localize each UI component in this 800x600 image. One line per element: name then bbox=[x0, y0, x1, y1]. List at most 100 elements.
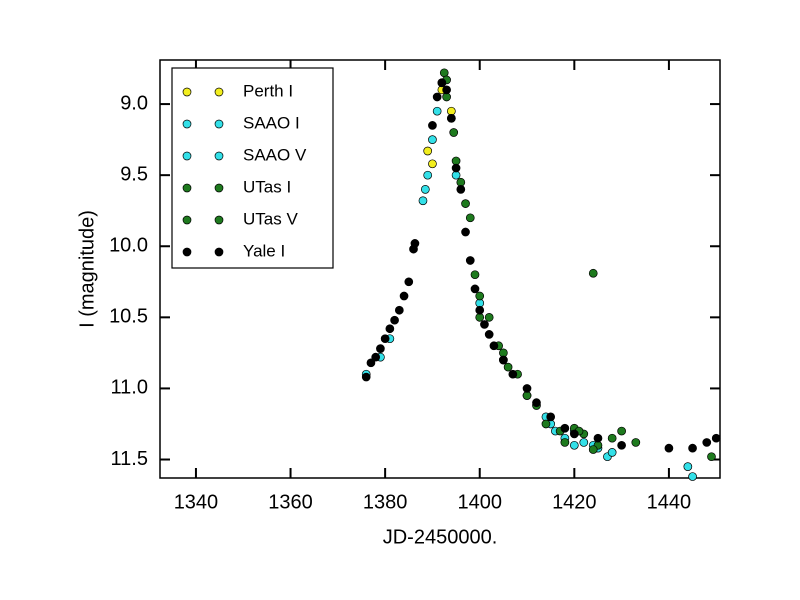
legend-marker bbox=[214, 215, 224, 225]
data-point bbox=[465, 256, 475, 265]
data-point bbox=[428, 121, 437, 130]
data-point bbox=[588, 268, 598, 278]
data-point bbox=[432, 106, 442, 116]
data-point bbox=[688, 472, 697, 481]
data-point bbox=[437, 78, 447, 88]
data-point bbox=[560, 438, 570, 447]
data-point bbox=[470, 284, 480, 294]
data-point bbox=[631, 438, 641, 447]
data-point bbox=[385, 324, 395, 334]
x-tick-label: 1420 bbox=[552, 491, 597, 513]
x-axis-label: JD-2450000. bbox=[383, 526, 498, 548]
y-tick-label: 11.0 bbox=[111, 377, 148, 399]
data-point bbox=[484, 330, 494, 339]
data-point bbox=[418, 196, 428, 206]
legend-box bbox=[171, 67, 334, 269]
legend-marker bbox=[182, 119, 192, 129]
data-point bbox=[447, 113, 456, 123]
data-point bbox=[702, 438, 712, 447]
data-point bbox=[371, 352, 381, 362]
data-point bbox=[475, 291, 485, 301]
x-tick-label: 1440 bbox=[647, 491, 692, 513]
data-point bbox=[380, 334, 390, 344]
data-point bbox=[593, 433, 603, 443]
data-point bbox=[423, 170, 433, 180]
data-point bbox=[607, 433, 617, 443]
data-point bbox=[428, 159, 437, 169]
x-tick-label: 1400 bbox=[457, 491, 502, 513]
x-tick-label: 1340 bbox=[174, 491, 219, 513]
legend-marker bbox=[182, 87, 192, 97]
x-tick-label: 1360 bbox=[268, 491, 313, 513]
data-point bbox=[541, 419, 551, 429]
y-tick-label: 9.0 bbox=[120, 92, 148, 114]
legend-marker bbox=[214, 183, 224, 193]
data-point bbox=[404, 277, 414, 287]
data-point bbox=[683, 462, 693, 471]
legend-label: UTas V bbox=[243, 209, 298, 228]
legend-marker bbox=[182, 183, 192, 193]
y-tick-label: 10.5 bbox=[109, 306, 148, 328]
data-point bbox=[390, 315, 399, 325]
data-point bbox=[449, 128, 459, 137]
legend-label: Perth I bbox=[243, 81, 293, 100]
legend-marker bbox=[214, 151, 224, 161]
legend-marker bbox=[214, 87, 224, 97]
legend-marker bbox=[182, 215, 192, 225]
data-point bbox=[503, 362, 513, 372]
data-point bbox=[410, 239, 420, 248]
data-point bbox=[399, 291, 409, 301]
legend-marker bbox=[214, 119, 224, 129]
data-point bbox=[451, 163, 461, 173]
data-point bbox=[499, 355, 508, 365]
data-point bbox=[508, 369, 518, 379]
data-point bbox=[560, 423, 570, 433]
data-point bbox=[432, 92, 442, 102]
plot-frame bbox=[159, 59, 721, 479]
data-point bbox=[532, 398, 541, 407]
data-point bbox=[394, 305, 404, 315]
legend-label: SAAO I bbox=[243, 113, 300, 132]
data-point bbox=[420, 185, 430, 194]
y-axis-label: I (magnitude) bbox=[76, 210, 98, 328]
y-tick-label: 11.5 bbox=[111, 448, 148, 470]
legend-label: Yale I bbox=[243, 241, 285, 260]
data-point bbox=[711, 433, 721, 443]
data-point bbox=[480, 320, 489, 329]
legend-marker bbox=[182, 151, 192, 161]
data-point bbox=[579, 438, 589, 447]
legend-label: UTas I bbox=[243, 177, 291, 196]
data-point bbox=[569, 429, 579, 439]
data-point bbox=[456, 185, 466, 194]
data-point bbox=[361, 372, 371, 382]
legend-label: SAAO V bbox=[243, 145, 307, 164]
data-point bbox=[465, 213, 475, 223]
data-point bbox=[475, 305, 485, 315]
data-point bbox=[470, 270, 480, 280]
x-tick-label: 1380 bbox=[363, 491, 408, 513]
data-point bbox=[366, 358, 376, 368]
data-point bbox=[607, 448, 617, 457]
data-point bbox=[376, 344, 385, 353]
data-point bbox=[617, 426, 626, 436]
data-point bbox=[428, 135, 437, 144]
data-point bbox=[423, 146, 433, 156]
legend-marker bbox=[214, 247, 224, 257]
data-point bbox=[664, 443, 674, 453]
legend-marker bbox=[182, 247, 192, 257]
data-point bbox=[461, 227, 470, 237]
data-point bbox=[461, 199, 470, 208]
data-point bbox=[442, 85, 451, 95]
data-point bbox=[489, 341, 499, 351]
data-point bbox=[707, 452, 716, 462]
data-point bbox=[688, 443, 697, 453]
data-point bbox=[569, 440, 579, 450]
data-point bbox=[617, 440, 626, 450]
data-point bbox=[546, 412, 556, 422]
data-point bbox=[522, 384, 532, 393]
data-point bbox=[484, 312, 494, 322]
y-tick-label: 9.5 bbox=[120, 163, 148, 185]
y-tick-label: 10.0 bbox=[109, 235, 148, 257]
data-point bbox=[588, 445, 598, 454]
